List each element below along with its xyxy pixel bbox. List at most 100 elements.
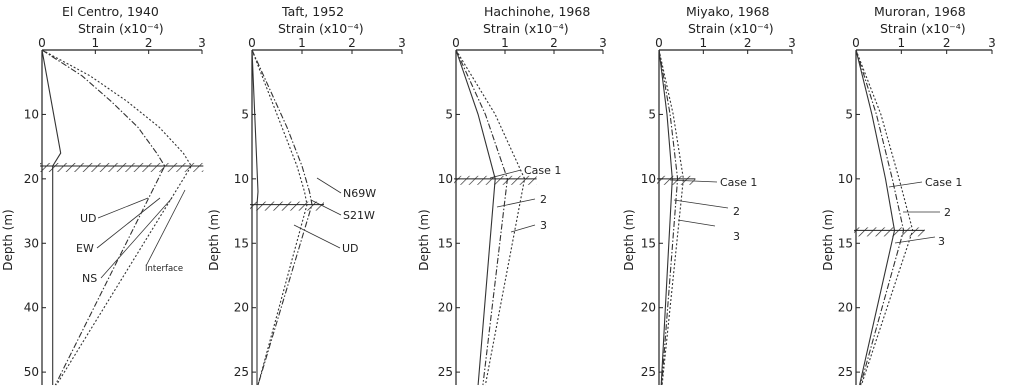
panel-2-x-tick-label: 2	[348, 36, 356, 50]
panel-1-annotation-interface: Interface	[145, 264, 183, 274]
panel-5-x-tick-label: 2	[943, 36, 951, 50]
panel-1-title: El Centro, 1940	[62, 4, 159, 19]
panel-5-series-line	[855, 49, 914, 386]
panel-2-annotation-n69w: N69W	[343, 187, 376, 200]
panel-2-x-tick-label: 3	[398, 36, 406, 50]
panel-1-y-tick-label: 50	[24, 365, 39, 379]
panel-2-y-tick-label: 5	[241, 107, 249, 121]
panel-1-y-tick-label: 20	[24, 172, 39, 186]
panel-1-x-tick-label: 0	[38, 36, 46, 50]
panel-5-y-tick-label: 15	[838, 236, 853, 250]
panel-3-y-tick-label: 10	[438, 172, 453, 186]
panel-1-xlabel: Strain (x10⁻⁴)	[78, 21, 164, 36]
panel-3-x-tick-label: 0	[452, 36, 460, 50]
panel-5-y-tick-label: 25	[838, 365, 853, 379]
panel-4-series-line	[658, 49, 679, 386]
panel-4-leader-3	[677, 219, 716, 227]
panel-4-x-tick-label: 0	[655, 36, 663, 50]
panel-4-title: Miyako, 1968	[686, 4, 770, 19]
panel-4-interface-hatch	[657, 175, 696, 185]
panel-2-series-line	[251, 49, 308, 386]
panel-3-annotation-case1: Case 1	[524, 164, 561, 177]
panel-4-ylabel: Depth (m)	[622, 209, 636, 270]
panel-3-y-tick-label: 25	[438, 365, 453, 379]
panel-1-ylabel: Depth (m)	[1, 209, 15, 270]
panel-1-leader-ns	[100, 197, 173, 279]
panel-4-y-tick-label: 5	[648, 107, 656, 121]
panel-1-annotation-ew: EW	[76, 242, 94, 255]
panel-4-annotation-3: 3	[733, 230, 740, 243]
panel-3-y-tick-label: 5	[445, 107, 453, 121]
panel-3-interface-hatch	[454, 175, 537, 185]
panel-5-annotation-2: 2	[944, 206, 951, 219]
panel-3-series-line	[455, 49, 508, 386]
panel-5-ylabel: Depth (m)	[821, 209, 835, 270]
panel-4-series-line	[658, 49, 673, 386]
panel-2-title: Taft, 1952	[281, 4, 344, 19]
panel-4-series-line	[658, 49, 684, 386]
panel-2-y-tick-label: 20	[234, 301, 249, 315]
panel-1-series-line	[41, 49, 166, 386]
panel-2-x-tick-label: 0	[248, 36, 256, 50]
panel-5-y-tick-label: 10	[838, 172, 853, 186]
panel-1-annotation-ud: UD	[80, 212, 97, 225]
panel-4-x-tick-label: 1	[700, 36, 708, 50]
panel-4-x-tick-label: 2	[744, 36, 752, 50]
panel-1-annotation-ns: NS	[82, 272, 97, 285]
panel-2-leader-ud	[293, 224, 341, 249]
panel-5-x-tick-label: 0	[852, 36, 860, 50]
panel-3-series-line	[455, 49, 496, 386]
panel-4-x-tick-label: 3	[788, 36, 796, 50]
panel-5-annotation-3: 3	[938, 235, 945, 248]
panel-3-series-line	[455, 49, 526, 386]
panel-5-y-tick-label: 20	[838, 301, 853, 315]
panel-2-series-line	[251, 49, 259, 385]
panel-4-annotation-2: 2	[733, 205, 740, 218]
panel-1-y-tick-label: 40	[24, 301, 39, 315]
panel-1-y-tick-label: 10	[24, 107, 39, 121]
panel-4-y-tick-label: 20	[641, 301, 656, 315]
panel-5-y-tick-label: 5	[845, 107, 853, 121]
panel-5-interface-hatch	[854, 227, 925, 237]
panel-3-x-tick-label: 2	[550, 36, 558, 50]
panel-1-x-tick-label: 2	[145, 36, 153, 50]
panel-3-x-tick-label: 3	[599, 36, 607, 50]
panel-2-interface-hatch	[250, 201, 324, 211]
panel-2-y-tick-label: 10	[234, 172, 249, 186]
panel-5-xlabel: Strain (x10⁻⁴)	[880, 21, 966, 36]
panel-1-x-tick-label: 1	[92, 36, 100, 50]
panel-1-series-line	[41, 49, 192, 386]
panel-5-leader-3	[894, 236, 936, 244]
panel-5-annotation-case1: Case 1	[925, 176, 962, 189]
panel-1-interface-hatch	[40, 162, 204, 172]
panel-4-leader-2	[673, 199, 729, 209]
panel-3-leader-2	[496, 198, 536, 208]
panel-5-x-tick-label: 1	[898, 36, 906, 50]
panel-2-xlabel: Strain (x10⁻⁴)	[278, 21, 364, 36]
panel-2-y-tick-label: 15	[234, 236, 249, 250]
panel-4-xlabel: Strain (x10⁻⁴)	[688, 21, 774, 36]
panel-3-annotation-2: 2	[540, 193, 547, 206]
panel-1-leader-ew	[96, 197, 161, 249]
panel-3-y-tick-label: 20	[438, 301, 453, 315]
panel-5-leader-case1	[888, 181, 923, 188]
panel-1-leader-interface	[145, 189, 186, 267]
panel-3-x-tick-label: 1	[501, 36, 509, 50]
panel-1-leader-ud	[97, 197, 149, 219]
panel-2-y-tick-label: 25	[234, 365, 249, 379]
panel-3-title: Hachinohe, 1968	[484, 4, 590, 19]
panel-4-annotation-case1: Case 1	[720, 176, 757, 189]
panel-1-x-tick-label: 3	[198, 36, 206, 50]
panel-5-title: Muroran, 1968	[874, 4, 966, 19]
panel-1-y-tick-label: 30	[24, 236, 39, 250]
panel-3-annotation-3: 3	[540, 219, 547, 232]
panel-1-series-line	[41, 49, 62, 385]
panel-3-xlabel: Strain (x10⁻⁴)	[483, 21, 569, 36]
panel-4-y-tick-label: 10	[641, 172, 656, 186]
panel-2-leader-n69w	[316, 177, 342, 194]
panel-5-x-tick-label: 3	[988, 36, 996, 50]
panel-2-annotation-ud: UD	[342, 242, 359, 255]
panel-4-y-tick-label: 25	[641, 365, 656, 379]
panel-5-series-line	[855, 49, 905, 386]
